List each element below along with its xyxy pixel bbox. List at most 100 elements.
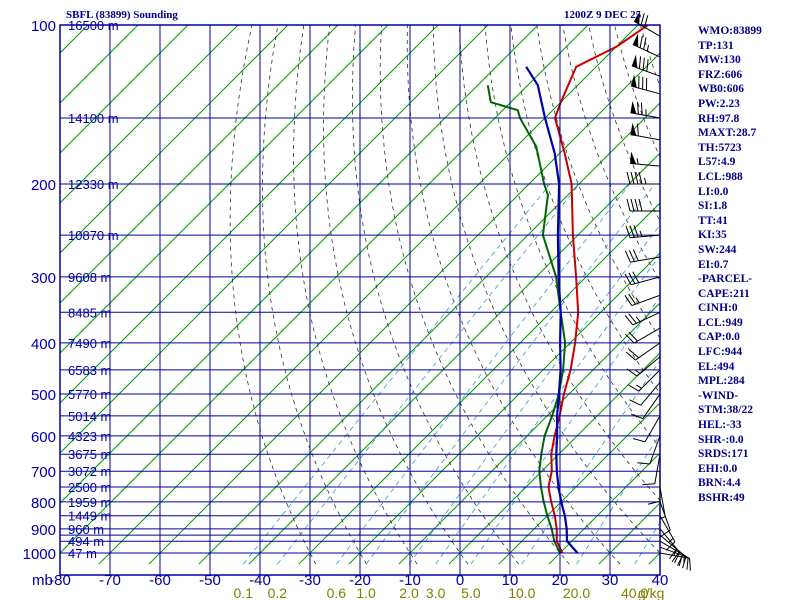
mixing-ratio-label: 3.0 [426, 585, 446, 600]
plot-area [60, 25, 660, 565]
index-entry: SW:244 [698, 243, 737, 256]
temperature-tick-label: -20 [349, 572, 371, 589]
wind-barb [627, 369, 661, 392]
index-entry: WB0:606 [698, 83, 744, 96]
pressure-label: 900 [31, 522, 56, 539]
index-entry: KI:35 [698, 229, 727, 242]
wind-barb [659, 552, 691, 571]
isotherm-line [60, 25, 389, 354]
dry-adiabat-line [262, 25, 367, 565]
mixing-ratio-label: 40.0 [621, 585, 648, 600]
height-label: 5770 m [68, 387, 111, 402]
index-entry: L57:4.9 [698, 156, 736, 169]
isotherm-line [60, 25, 489, 454]
mixing-ratio-label: 0.2 [268, 585, 288, 600]
dry-adiabat-line [323, 25, 469, 565]
dry-adiabat-line [293, 25, 418, 565]
isotherm-line [60, 25, 589, 554]
wind-barb [625, 225, 661, 239]
index-entry: MW:130 [698, 54, 741, 67]
isotherm-line [60, 25, 289, 254]
index-entry: LI:0.0 [698, 185, 729, 198]
isotherm-line [348, 252, 660, 565]
height-label: 47 m [68, 546, 97, 561]
height-label: 1449 m [68, 509, 111, 524]
height-label: 3675 m [68, 447, 111, 462]
wind-barb [632, 33, 661, 58]
temperature-tick-label: 10 [502, 572, 519, 589]
temperature-tick-label: -60 [149, 572, 171, 589]
pressure-label: 100 [31, 18, 56, 35]
index-entry: MAXT:28.7 [698, 127, 757, 140]
temperature-tick-label: -50 [199, 572, 221, 589]
wind-barb [632, 415, 661, 443]
wind-barb [624, 271, 661, 286]
index-entry: -WIND- [698, 389, 739, 402]
mixing-ratio-line [408, 224, 660, 565]
index-entry: SI:1.8 [698, 200, 728, 213]
pressure-label: 300 [31, 270, 56, 287]
wind-barb [624, 311, 661, 326]
index-entry: BRN:4.4 [698, 477, 741, 490]
wind-barb [625, 327, 661, 344]
temperature-tick-label: 30 [602, 572, 619, 589]
index-entry: SHR-:0.0 [698, 433, 744, 446]
mixing-ratio-line [276, 183, 580, 565]
isotherm-line [98, 25, 639, 565]
temperature-tick-label: 0 [456, 572, 464, 589]
wind-barb [642, 454, 661, 486]
pressure-label: 600 [31, 429, 56, 446]
wind-barb [647, 471, 661, 505]
index-entry: -PARCEL- [698, 273, 753, 286]
height-label: 7490 m [68, 336, 111, 351]
wind-barb [637, 435, 661, 465]
pressure-label: 1000 [23, 546, 56, 563]
wind-barb [626, 198, 660, 212]
isotherm-line [60, 25, 339, 304]
height-label: 16500 m [68, 18, 119, 33]
height-label: 1959 m [68, 495, 111, 510]
temperature-tick-label: -40 [249, 572, 271, 589]
mixing-ratio-line [435, 254, 660, 565]
index-entry: CINH:0 [698, 302, 738, 315]
index-entry: MPL:284 [698, 375, 745, 388]
index-entry: TH:5723 [698, 141, 742, 154]
plot-frame [59, 24, 661, 576]
mixing-ratio-label: 0.6 [327, 585, 347, 600]
wind-barb [633, 10, 661, 37]
height-label: 14100 m [68, 111, 119, 126]
height-label: 10870 m [68, 228, 119, 243]
wind-barb [630, 122, 661, 141]
mixing-ratio-label: 0.1 [234, 585, 254, 600]
mixing-ratio-label: 1.0 [356, 585, 376, 600]
height-label: 6583 m [68, 363, 111, 378]
wind-barb [631, 393, 661, 420]
pressure-label: 200 [31, 177, 56, 194]
wind-barb [624, 293, 661, 307]
wind-barb [659, 515, 676, 551]
isotherm-line [60, 25, 539, 504]
index-entry: TT:41 [698, 214, 728, 227]
temperature-tick-label: -80 [49, 572, 71, 589]
temperature-tick-label: -70 [99, 572, 121, 589]
wind-barb [659, 528, 680, 563]
wind-barb [624, 249, 661, 263]
mixing-ratio-label: 10.0 [508, 585, 535, 600]
height-label: 4323 m [68, 429, 111, 444]
isotherm-line [248, 152, 660, 565]
mixing-ratio-label: 5.0 [461, 585, 481, 600]
temperature-tick-label: 20 [552, 572, 569, 589]
isotherm-line [60, 25, 139, 104]
height-label: 3072 m [68, 464, 111, 479]
isotherm-line [198, 102, 660, 565]
wind-barb [629, 381, 661, 406]
height-label: 5014 m [68, 409, 111, 424]
height-label: 960 m [68, 522, 104, 537]
isotherm-line [60, 25, 439, 404]
index-entry: TP:131 [698, 39, 734, 52]
isotherm-line [548, 452, 660, 565]
index-entry: EL:494 [698, 360, 735, 373]
station-title: SBFL (83899) Sounding [66, 9, 178, 21]
dry-adiabat-line [379, 25, 570, 565]
